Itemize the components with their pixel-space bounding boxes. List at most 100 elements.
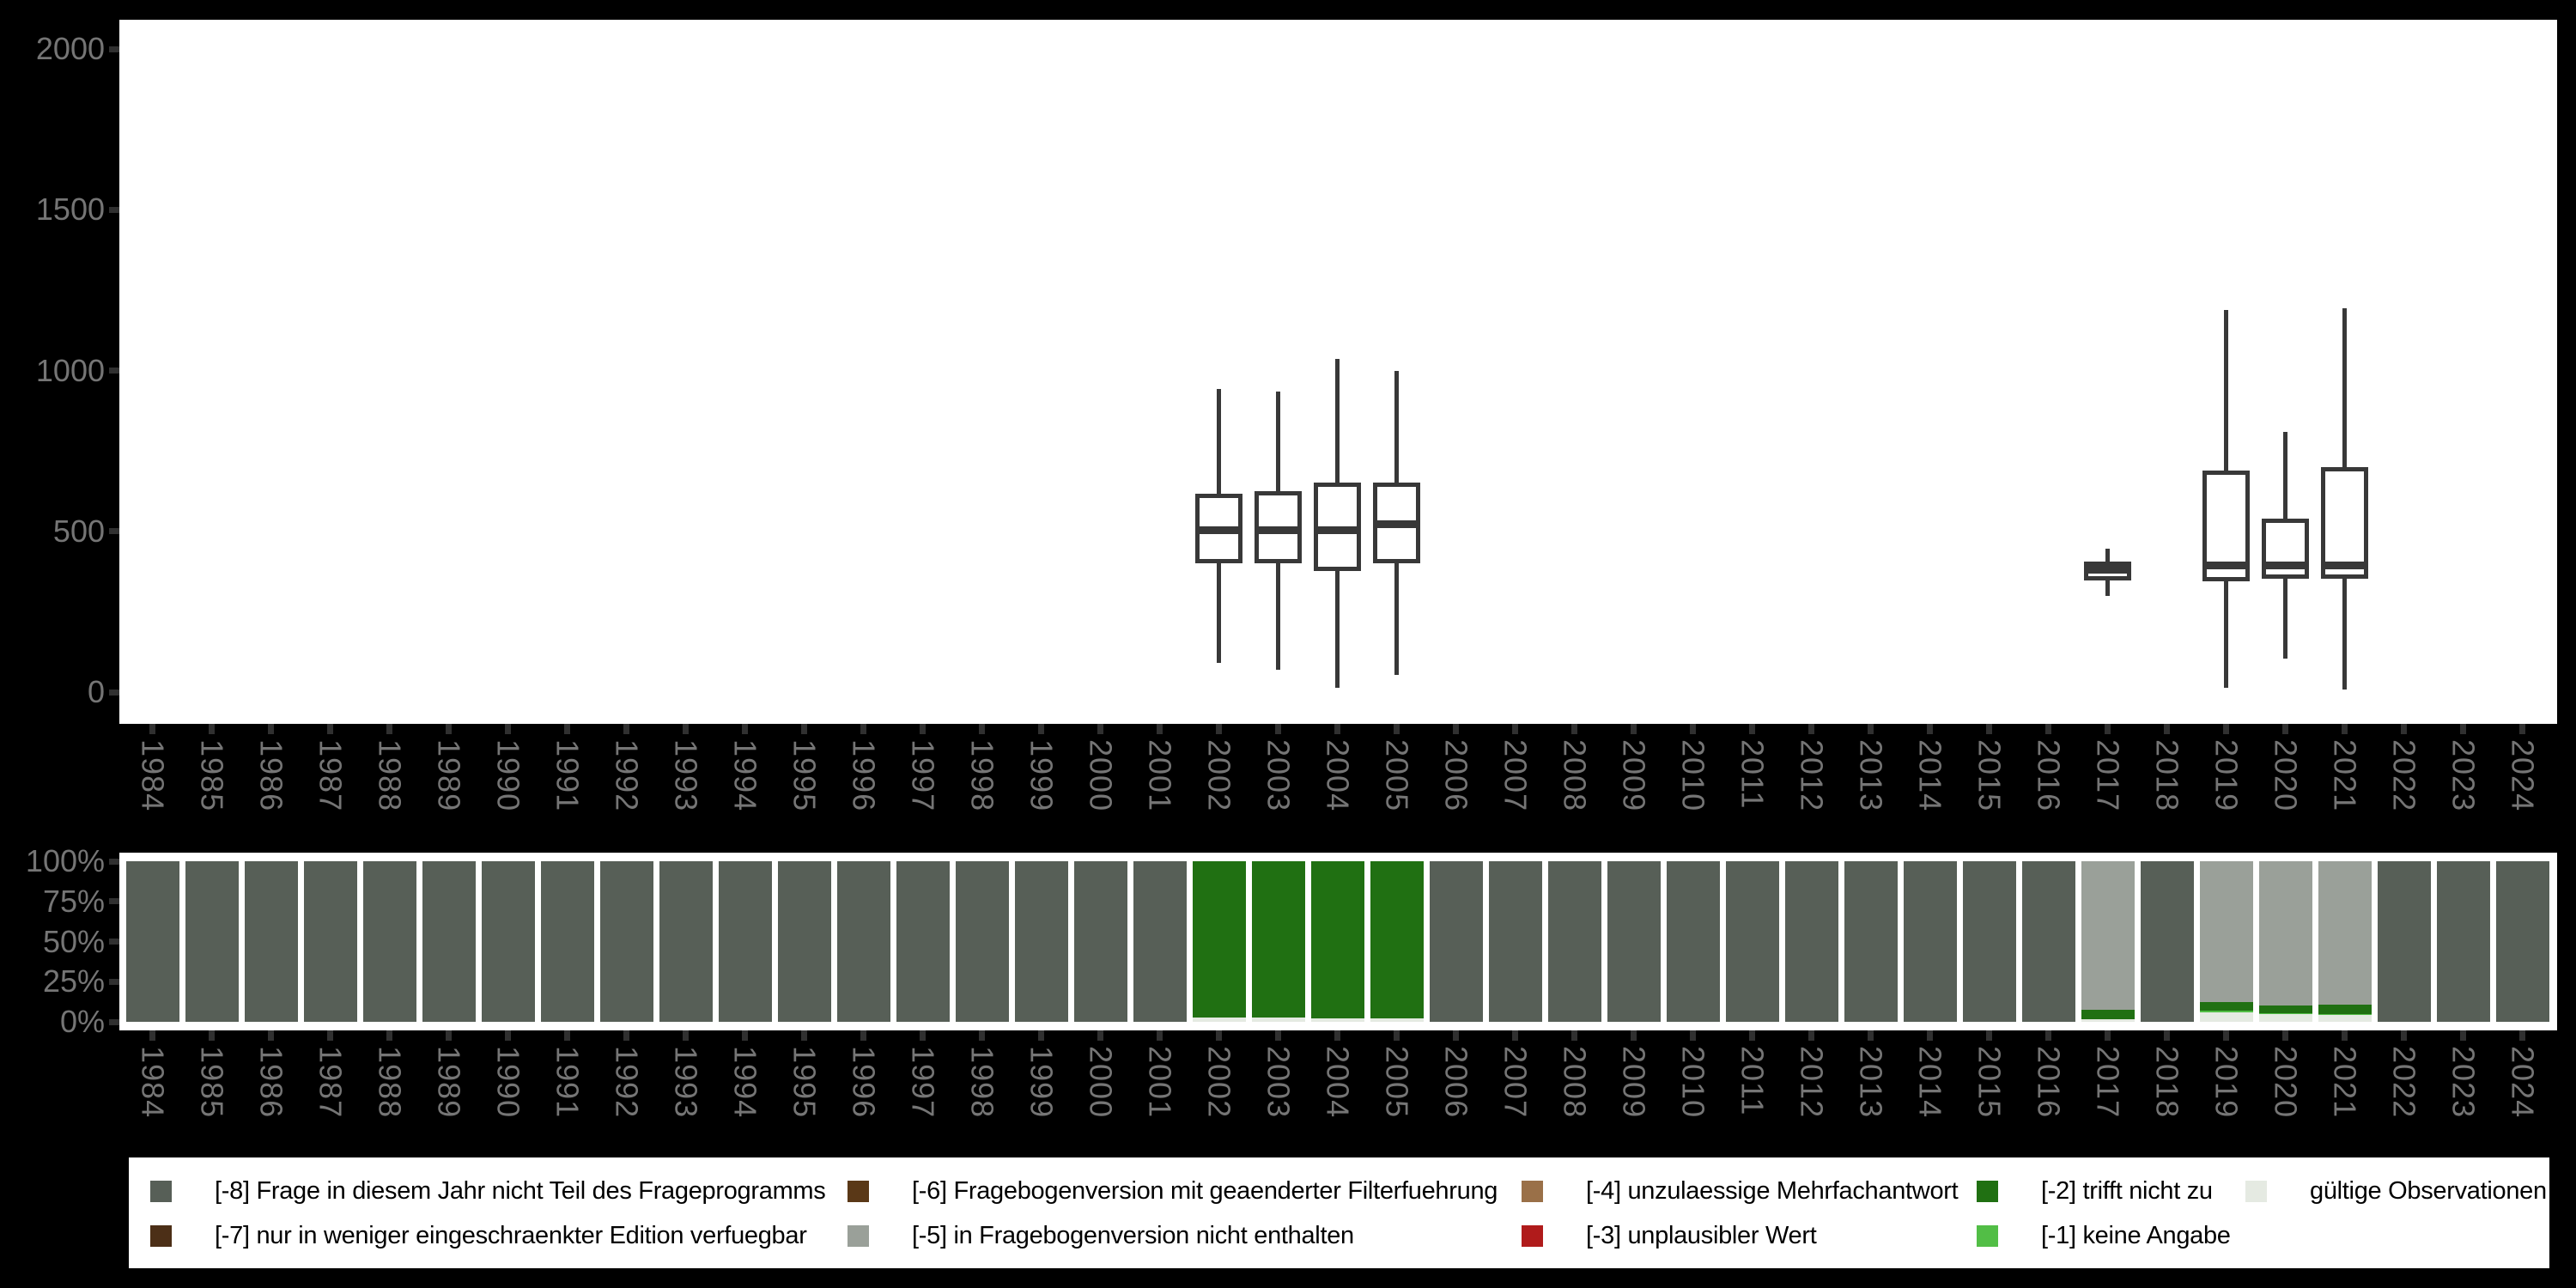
percent-bar xyxy=(244,861,298,1022)
x-axis-year-label: 1992 xyxy=(609,1046,645,1119)
percent-bar xyxy=(1014,861,1068,1022)
x-axis-year-label: 1991 xyxy=(550,739,586,812)
x-axis-tick-mark xyxy=(1986,1030,1993,1041)
percent-bar-segment xyxy=(2081,1019,2135,1022)
x-axis-year-label: 2001 xyxy=(1142,1046,1178,1119)
percent-bar-segment xyxy=(2318,1005,2372,1014)
x-axis-tick-mark xyxy=(268,724,275,734)
x-axis-year-label: 2005 xyxy=(1379,1046,1415,1119)
percent-axis-tick-label: 75% xyxy=(42,883,105,919)
x-axis-tick-mark xyxy=(979,724,986,734)
percent-bar-segment xyxy=(1073,861,1127,1022)
x-axis-year-label: 2011 xyxy=(1735,1046,1771,1116)
x-axis-year-label: 2023 xyxy=(2445,1046,2482,1119)
x-axis-tick-mark xyxy=(1275,724,1282,734)
percent-bar xyxy=(777,861,831,1022)
percent-bar xyxy=(362,861,416,1022)
x-axis-tick-mark xyxy=(2223,1030,2230,1041)
x-axis-tick-mark xyxy=(920,1030,927,1041)
percent-bar-segment xyxy=(1844,861,1898,1022)
percent-bar xyxy=(599,861,653,1022)
x-axis-tick-mark xyxy=(564,724,571,734)
x-axis-tick-mark xyxy=(1808,724,1815,734)
x-axis-year-label: 1989 xyxy=(431,739,467,812)
percent-bar-segment xyxy=(1310,861,1364,1018)
percent-bar-segment xyxy=(244,861,298,1022)
x-axis-tick-mark xyxy=(2105,724,2111,734)
x-axis-tick-mark xyxy=(1453,1030,1460,1041)
x-axis-year-label: 1998 xyxy=(964,1046,1000,1119)
percent-bar-segment xyxy=(1370,1018,1424,1022)
x-axis-tick-mark xyxy=(2164,1030,2171,1041)
x-axis-tick-mark xyxy=(2460,1030,2467,1041)
percent-bar-segment xyxy=(2318,1013,2372,1015)
percent-bar-segment xyxy=(1488,861,1542,1022)
x-axis-year-label: 1994 xyxy=(727,1046,763,1119)
legend-label: [-8] Frage in diesem Jahr nicht Teil des… xyxy=(215,1177,826,1205)
legend-item: [-1] keine Angabe xyxy=(1977,1223,2231,1249)
x-axis-year-label: 2020 xyxy=(2268,739,2304,812)
percent-bar xyxy=(2436,861,2490,1022)
percent-axis-tick-mark xyxy=(109,939,119,945)
x-axis-tick-mark xyxy=(2282,1030,2289,1041)
legend-label: [-3] unplausibler Wert xyxy=(1586,1222,1817,1249)
x-axis-year-label: 2002 xyxy=(1201,1046,1237,1119)
x-axis-tick-mark xyxy=(801,1030,808,1041)
x-axis-year-label: 2017 xyxy=(2090,739,2126,812)
legend-swatch xyxy=(2245,1180,2267,1202)
percent-axis-tick-label: 25% xyxy=(42,963,105,999)
y-axis-tick-label: 0 xyxy=(87,674,105,709)
x-axis-year-label: 2019 xyxy=(2208,1046,2245,1119)
percent-bar xyxy=(659,861,713,1022)
x-axis-tick-mark xyxy=(623,1030,630,1041)
x-axis-year-label: 1988 xyxy=(372,1046,408,1119)
x-axis-year-label: 2002 xyxy=(1201,739,1237,812)
percent-axis-tick-label: 0% xyxy=(59,1004,105,1039)
x-axis-tick-mark xyxy=(1690,724,1697,734)
x-axis-year-label: 1997 xyxy=(905,739,941,812)
x-axis-year-label: 2013 xyxy=(1853,739,1889,812)
percent-bar xyxy=(1488,861,1542,1022)
percent-bar xyxy=(1962,861,2016,1022)
percent-bar-segment xyxy=(1784,861,1838,1022)
legend-label: [-7] nur in weniger eingeschraenkter Edi… xyxy=(215,1222,807,1249)
x-axis-tick-mark xyxy=(505,724,512,734)
percent-bar-segment xyxy=(2199,861,2253,1002)
x-axis-tick-mark xyxy=(1038,724,1045,734)
x-axis-tick-mark xyxy=(209,1030,216,1041)
x-axis-year-label: 2004 xyxy=(1320,1046,1356,1119)
x-axis-year-label: 2015 xyxy=(1971,739,2008,812)
x-axis-tick-mark xyxy=(1453,724,1460,734)
x-axis-tick-mark xyxy=(268,1030,275,1041)
x-axis-tick-mark xyxy=(1808,1030,1815,1041)
x-axis-year-label: 2009 xyxy=(1616,739,1652,812)
percent-bar xyxy=(896,861,950,1022)
x-axis-year-label: 1999 xyxy=(1024,739,1060,812)
percent-bar-segment xyxy=(1962,861,2016,1022)
x-axis-year-label: 2006 xyxy=(1438,1046,1474,1119)
percent-bar-segment xyxy=(1251,1018,1305,1022)
x-axis-year-label: 1996 xyxy=(846,1046,882,1119)
x-axis-tick-mark xyxy=(2342,1030,2348,1041)
percent-bar-segment xyxy=(659,861,713,1022)
x-axis-tick-mark xyxy=(2401,1030,2408,1041)
x-axis-year-label: 2004 xyxy=(1320,739,1356,812)
y-axis-tick-label: 500 xyxy=(52,513,105,549)
y-axis-tick-mark xyxy=(109,46,119,52)
percent-bar-segment xyxy=(2258,1012,2312,1015)
boxplot-median xyxy=(1314,526,1362,534)
x-axis-tick-mark xyxy=(1157,724,1163,734)
x-axis-tick-mark xyxy=(1512,724,1519,734)
x-axis-tick-mark xyxy=(2519,1030,2526,1041)
percent-bar-segment xyxy=(2258,1005,2312,1013)
y-axis-tick-mark xyxy=(109,206,119,213)
percent-bar-segment xyxy=(1903,861,1957,1022)
percent-axis-tick-mark xyxy=(109,1018,119,1025)
x-axis-year-label: 2018 xyxy=(2149,739,2185,812)
percent-bar-segment xyxy=(1192,861,1246,1018)
x-axis-tick-mark xyxy=(1216,1030,1223,1041)
boxplot-median xyxy=(2321,561,2369,569)
percent-bar xyxy=(2021,861,2075,1022)
percent-bar xyxy=(1073,861,1127,1022)
percent-bar xyxy=(2140,861,2194,1022)
